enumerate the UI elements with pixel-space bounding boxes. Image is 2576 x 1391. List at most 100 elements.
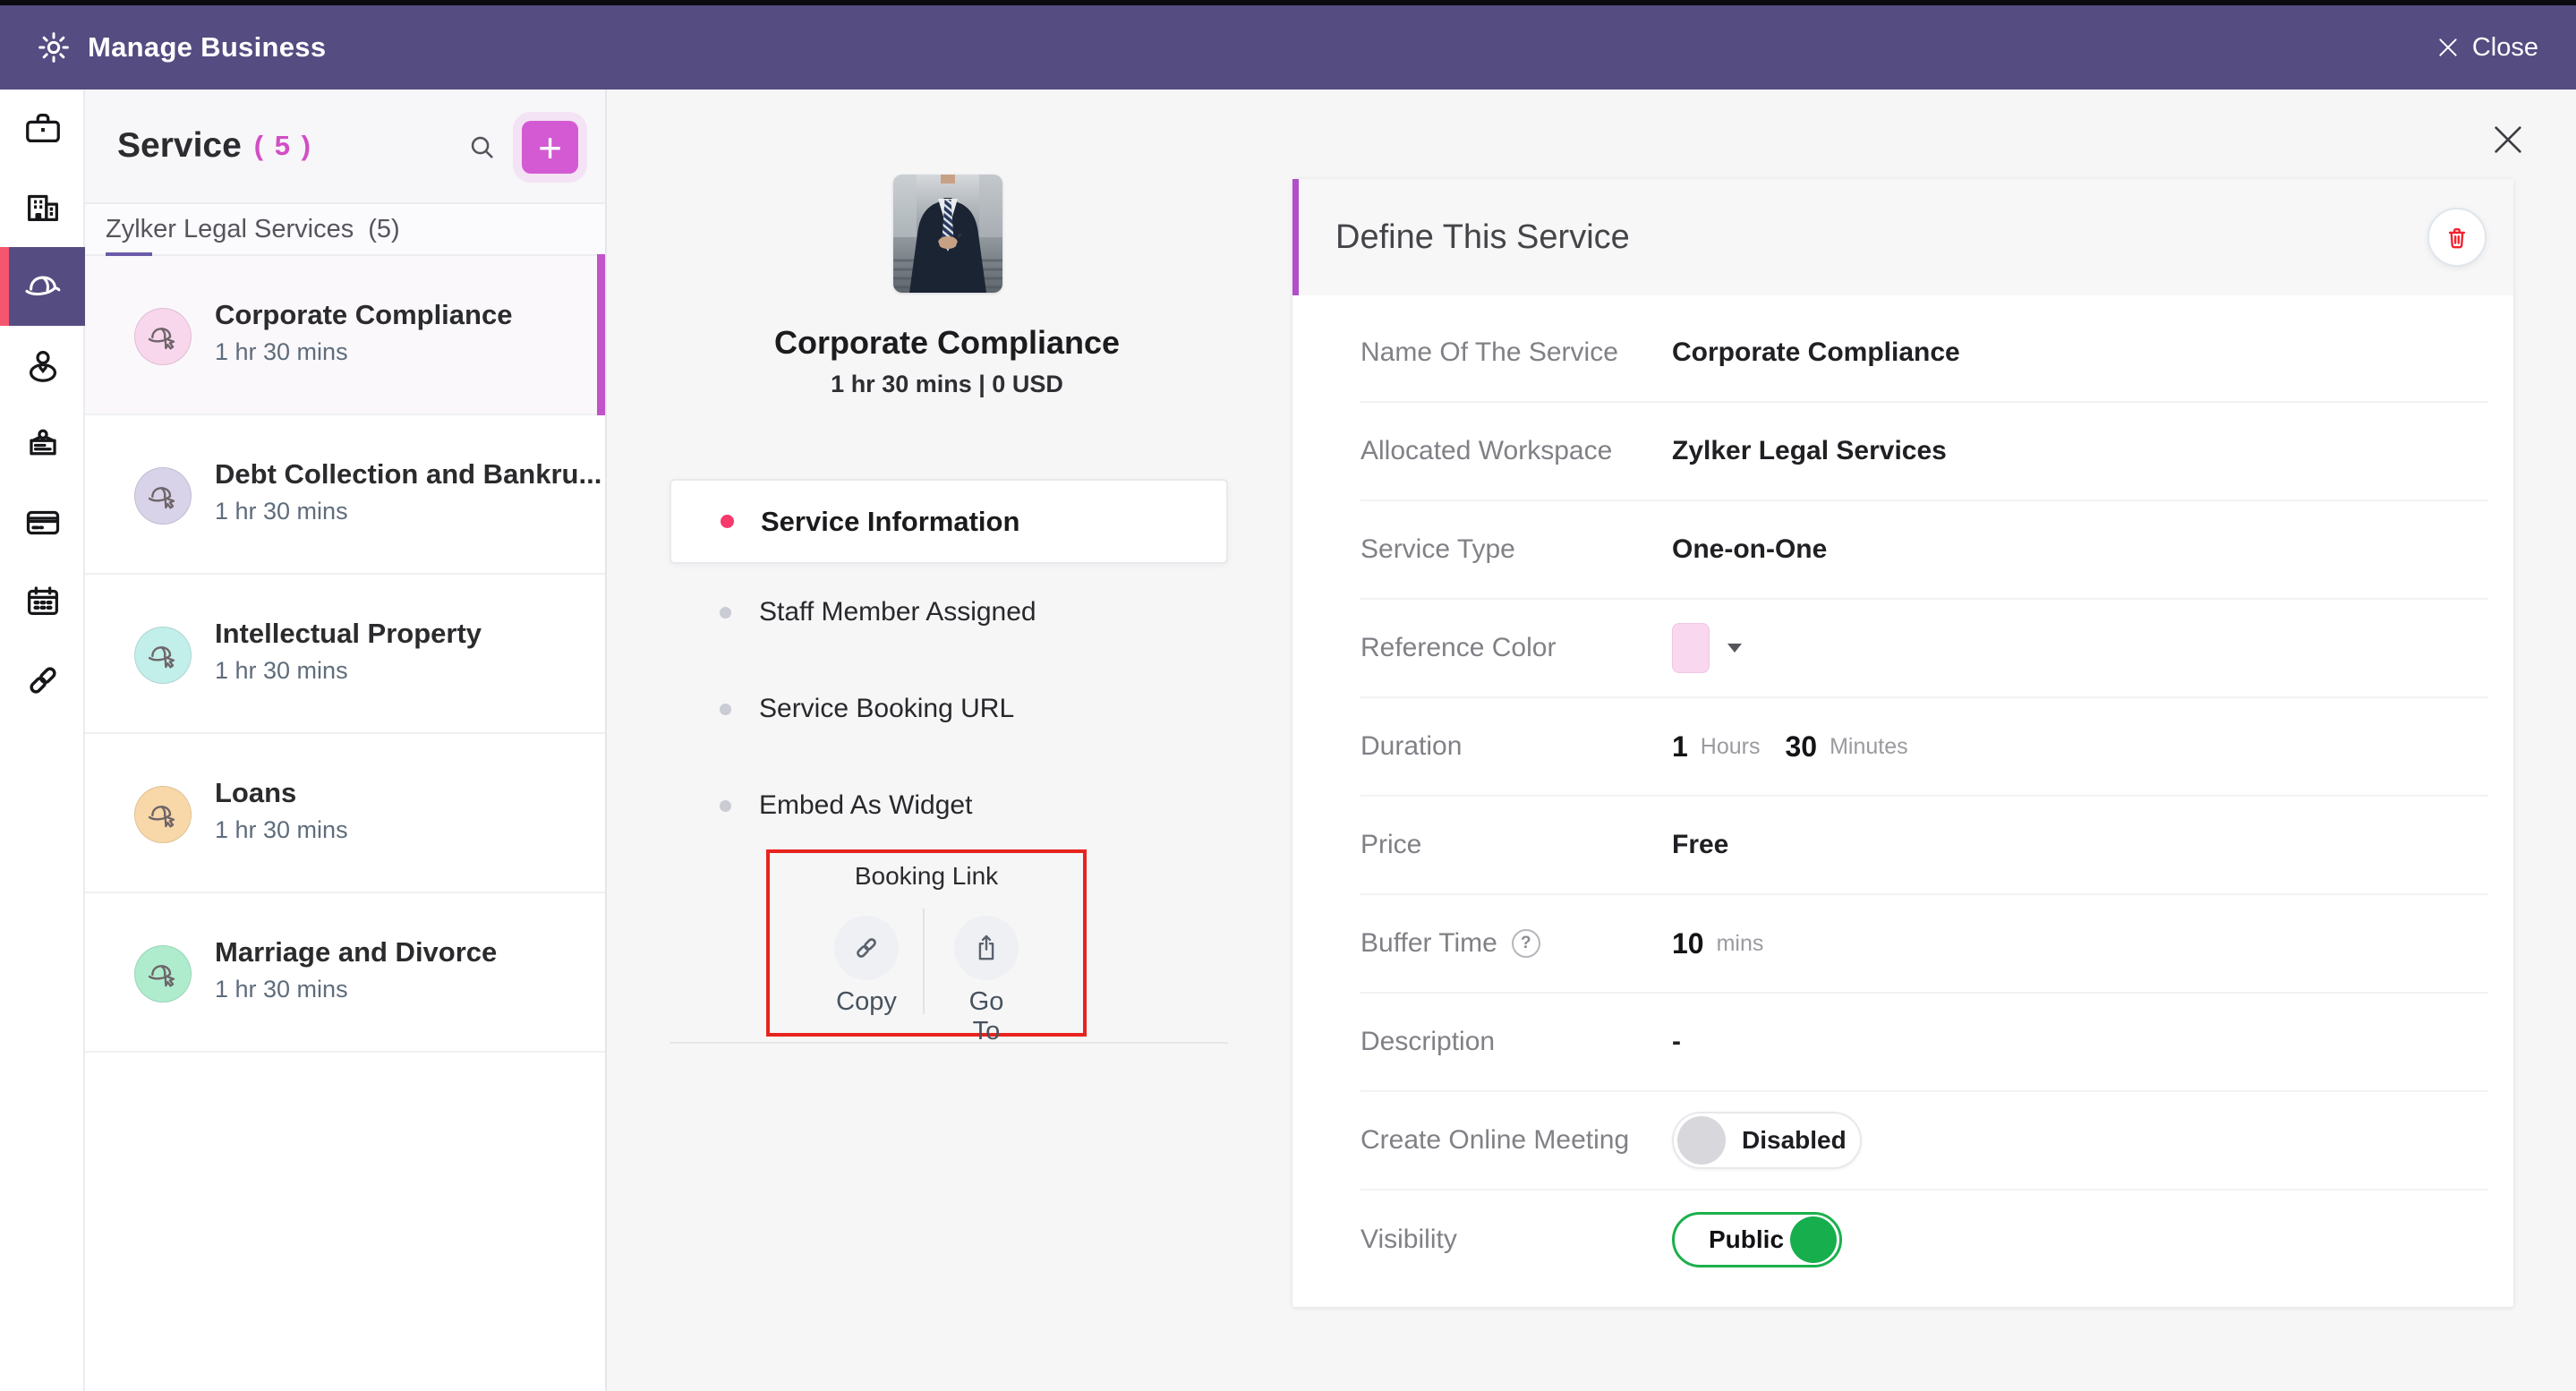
service-avatar bbox=[134, 945, 192, 1003]
add-service-button[interactable]: + bbox=[522, 121, 578, 174]
toggle-state-label: Disabled bbox=[1742, 1126, 1847, 1154]
nav-workspaces[interactable] bbox=[0, 168, 85, 247]
workspace-group-name: Zylker Legal Services bbox=[106, 214, 354, 243]
copy-booking-link-button[interactable] bbox=[834, 916, 899, 980]
tab-staff-member-assigned[interactable]: Staff Member Assigned bbox=[670, 564, 1228, 661]
search-button[interactable] bbox=[456, 122, 507, 172]
field-label: Service Type bbox=[1361, 534, 1515, 564]
visibility-toggle[interactable]: Public bbox=[1672, 1212, 1842, 1267]
goto-booking-link-button[interactable] bbox=[954, 916, 1019, 980]
service-cap-cursor-icon bbox=[148, 965, 175, 987]
service-list-header: Service ( 5 ) + bbox=[85, 90, 605, 204]
nav-rail bbox=[0, 90, 85, 1391]
define-fields: Name Of The Service Corporate Compliance… bbox=[1292, 295, 2513, 1307]
service-name: Debt Collection and Bankru... bbox=[215, 458, 602, 490]
service-list-item-corporate-compliance[interactable]: Corporate Compliance 1 hr 30 mins bbox=[85, 254, 605, 415]
booking-link-title: Booking Link bbox=[854, 862, 999, 890]
service-detail-area: Corporate Compliance 1 hr 30 mins | 0 US… bbox=[607, 90, 2576, 1391]
briefcase-icon bbox=[25, 114, 60, 143]
nav-staff[interactable] bbox=[0, 326, 85, 405]
nav-business-info[interactable] bbox=[0, 90, 85, 168]
service-photo bbox=[893, 175, 1002, 293]
field-row-reference-color: Reference Color bbox=[1361, 600, 2488, 698]
window-close-button[interactable]: Close bbox=[2436, 5, 2538, 90]
service-name: Marriage and Divorce bbox=[215, 936, 498, 968]
field-label: Create Online Meeting bbox=[1361, 1125, 1630, 1155]
service-detail-meta: 1 hr 30 mins | 0 USD bbox=[831, 371, 1063, 397]
field-value: - bbox=[1672, 1027, 1681, 1056]
service-count-badge: ( 5 ) bbox=[253, 130, 312, 161]
service-list-item-marriage-divorce[interactable]: Marriage and Divorce 1 hr 30 mins bbox=[85, 893, 605, 1053]
field-label: Reference Color bbox=[1361, 633, 1557, 662]
service-duration: 1 hr 30 mins bbox=[215, 498, 348, 525]
service-avatar bbox=[134, 627, 192, 684]
nav-payments[interactable] bbox=[0, 483, 85, 562]
nav-resources[interactable] bbox=[0, 405, 85, 483]
field-row-description: Description - bbox=[1361, 994, 2488, 1092]
field-label: Allocated Workspace bbox=[1361, 436, 1613, 465]
service-duration: 1 hr 30 mins bbox=[215, 976, 348, 1003]
window-edge bbox=[0, 0, 2576, 5]
buffer-unit: mins bbox=[1716, 930, 1764, 956]
service-list-item-intellectual-property[interactable]: Intellectual Property 1 hr 30 mins bbox=[85, 575, 605, 734]
tab-embed-as-widget[interactable]: Embed As Widget bbox=[670, 757, 1228, 854]
calendar-icon bbox=[27, 586, 58, 616]
badge-icon bbox=[29, 429, 56, 456]
service-avatar bbox=[134, 308, 192, 365]
search-icon bbox=[471, 136, 493, 158]
nav-services[interactable] bbox=[0, 247, 85, 326]
define-panel-header: Define This Service bbox=[1292, 179, 2513, 295]
service-list-item-debt-collection[interactable]: Debt Collection and Bankru... 1 hr 30 mi… bbox=[85, 415, 605, 575]
service-section-menu: Service Information Staff Member Assigne… bbox=[670, 479, 1228, 854]
field-row-price: Price Free bbox=[1361, 797, 2488, 895]
topbar: Manage Business Close bbox=[0, 5, 2576, 90]
service-list-item-loans[interactable]: Loans 1 hr 30 mins bbox=[85, 734, 605, 893]
buffer-value[interactable]: 10 bbox=[1672, 926, 1704, 960]
inactive-dot-icon bbox=[720, 703, 731, 715]
open-external-icon bbox=[978, 934, 994, 960]
tab-service-booking-url[interactable]: Service Booking URL bbox=[670, 661, 1228, 757]
service-duration: 1 hr 30 mins bbox=[215, 338, 348, 365]
field-label: Price bbox=[1361, 830, 1422, 859]
service-name: Corporate Compliance bbox=[215, 299, 513, 330]
panel-title: Service bbox=[117, 126, 242, 165]
field-row-duration: Duration 1 Hours 30 Minutes bbox=[1361, 698, 2488, 797]
service-cap-cursor-icon bbox=[148, 328, 175, 350]
window-close-label: Close bbox=[2471, 32, 2538, 62]
topbar-brand: Manage Business bbox=[36, 30, 326, 65]
duration-minutes-value[interactable]: 30 bbox=[1785, 730, 1818, 763]
button-divider bbox=[923, 909, 925, 1014]
close-x-icon bbox=[2439, 38, 2457, 56]
toggle-knob bbox=[1790, 1216, 1837, 1263]
color-dropdown-caret-icon[interactable] bbox=[1727, 644, 1742, 653]
field-row-service-type: Service Type One-on-One bbox=[1361, 501, 2488, 600]
nav-integrations[interactable] bbox=[0, 641, 85, 720]
copy-link-icon bbox=[857, 938, 876, 958]
define-panel-title: Define This Service bbox=[1335, 218, 1630, 256]
detail-close-icon[interactable] bbox=[2490, 122, 2526, 158]
service-list-panel: Service ( 5 ) + Zylker Legal Services (5… bbox=[85, 90, 607, 1391]
workspace-group-header[interactable]: Zylker Legal Services (5) bbox=[85, 204, 605, 257]
nav-calendar[interactable] bbox=[0, 562, 85, 641]
field-label: Duration bbox=[1361, 731, 1463, 761]
duration-hours-value[interactable]: 1 bbox=[1672, 730, 1688, 763]
field-value: One-on-One bbox=[1672, 534, 1828, 564]
inactive-dot-icon bbox=[720, 606, 731, 619]
toggle-state-label: Public bbox=[1709, 1225, 1785, 1253]
tab-label: Service Information bbox=[761, 505, 1020, 537]
service-name: Intellectual Property bbox=[215, 618, 482, 649]
service-name: Loans bbox=[215, 777, 297, 808]
credit-card-icon bbox=[26, 510, 59, 535]
service-duration: 1 hr 30 mins bbox=[215, 816, 348, 843]
tab-service-information[interactable]: Service Information bbox=[670, 479, 1228, 564]
delete-service-button[interactable] bbox=[2427, 208, 2486, 267]
field-row-workspace: Allocated Workspace Zylker Legal Service… bbox=[1361, 403, 2488, 501]
online-meeting-toggle[interactable]: Disabled bbox=[1672, 1112, 1862, 1169]
reference-color-swatch[interactable] bbox=[1672, 623, 1710, 673]
service-detail-title: Corporate Compliance bbox=[773, 324, 1121, 361]
field-row-name: Name Of The Service Corporate Compliance bbox=[1361, 304, 2488, 403]
field-row-buffer-time: Buffer Time ? 10 mins bbox=[1361, 895, 2488, 994]
help-icon[interactable]: ? bbox=[1511, 929, 1540, 958]
person-icon bbox=[29, 350, 56, 382]
